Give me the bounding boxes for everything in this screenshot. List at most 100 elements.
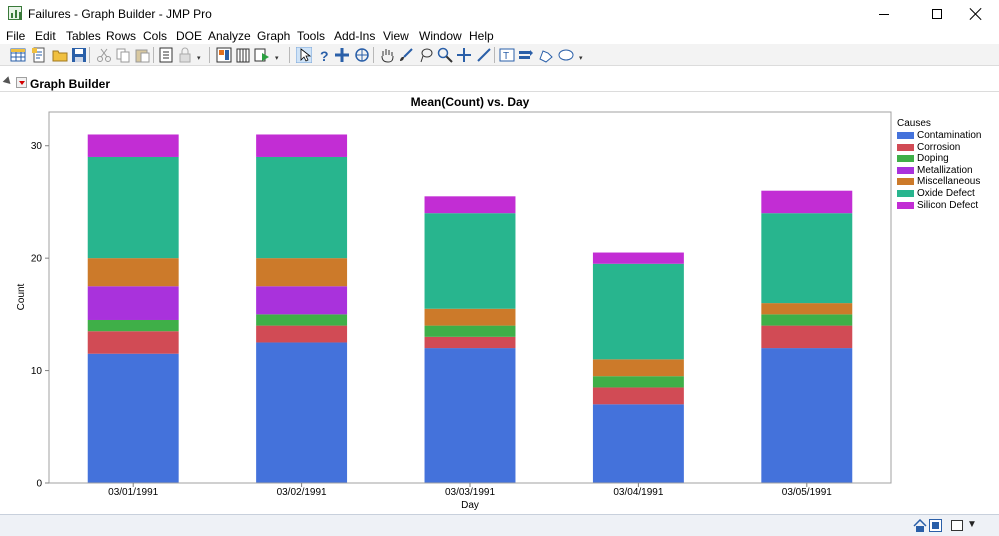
bar-segment[interactable] (87, 331, 179, 354)
journal-icon[interactable] (158, 47, 174, 63)
menu-edit[interactable]: Edit (35, 29, 56, 43)
bar-segment[interactable] (424, 308, 516, 326)
legend-item[interactable]: Doping (897, 153, 981, 165)
chart-title: Mean(Count) vs. Day (410, 95, 530, 109)
bar-segment[interactable] (761, 348, 853, 483)
bar-segment[interactable] (592, 376, 684, 388)
menu-cols[interactable]: Cols (143, 29, 168, 43)
save-icon[interactable] (71, 47, 87, 63)
menu-tools[interactable]: Tools (297, 29, 326, 43)
bar-segment[interactable] (424, 336, 516, 349)
cut-icon[interactable] (96, 47, 112, 63)
menu-rows[interactable]: Rows (106, 29, 137, 43)
menu-window[interactable]: Window (419, 29, 462, 43)
legend-swatch (897, 155, 914, 163)
minimize-icon (879, 13, 889, 15)
menu-add-ins[interactable]: Add-Ins (334, 29, 376, 43)
bar-segment[interactable] (592, 252, 684, 264)
new-data-table-icon[interactable] (10, 47, 26, 63)
toolbar-separator (209, 47, 210, 63)
menu-file[interactable]: File (6, 29, 26, 43)
bar-segment[interactable] (87, 258, 179, 287)
bar-segment[interactable] (761, 303, 853, 315)
maximize-button[interactable] (914, 0, 960, 28)
bar-segment[interactable] (256, 286, 348, 315)
menu-help[interactable]: Help (469, 29, 494, 43)
magnifier-tool-icon[interactable] (437, 47, 453, 63)
crosshair-tool-icon[interactable] (456, 47, 472, 63)
bar-segment[interactable] (761, 325, 853, 349)
bar-segment[interactable] (87, 286, 179, 320)
copy-icon[interactable] (115, 47, 131, 63)
legend-item[interactable]: Miscellaneous (897, 176, 981, 188)
data-view-icon[interactable] (235, 47, 251, 63)
arrow-tool-icon[interactable] (296, 47, 312, 63)
menu-graph[interactable]: Graph (257, 29, 291, 43)
legend-item[interactable]: Contamination (897, 130, 981, 142)
legend-swatch (897, 178, 914, 186)
lasso-tool-icon[interactable] (418, 47, 434, 63)
grabber-tool-icon[interactable] (379, 47, 395, 63)
ellipse-tool-icon[interactable] (558, 47, 574, 63)
red-triangle-menu-icon[interactable] (16, 77, 27, 88)
bar-segment[interactable] (256, 134, 348, 157)
lock-icon[interactable] (177, 47, 193, 63)
window-title: Failures - Graph Builder - JMP Pro (28, 7, 212, 21)
selection-tool-icon[interactable] (334, 47, 350, 63)
new-script-icon[interactable] (31, 47, 47, 63)
minimize-button[interactable] (861, 0, 907, 28)
legend-item[interactable]: Metallization (897, 165, 981, 177)
line-tool-icon[interactable] (476, 47, 492, 63)
legend-swatch (897, 143, 914, 151)
brush-tool-icon[interactable] (398, 47, 414, 63)
legend-swatch (897, 201, 914, 209)
bar-segment[interactable] (592, 404, 684, 483)
home-window-icon[interactable] (913, 519, 927, 532)
bar-segment[interactable] (761, 190, 853, 214)
status-dropdown-icon[interactable]: ▼ (967, 519, 977, 530)
menu-view[interactable]: View (383, 29, 409, 43)
legend-item[interactable]: Oxide Defect (897, 188, 981, 200)
bar-segment[interactable] (761, 213, 853, 304)
toolbar-dropdown-icon[interactable]: ▾ (197, 55, 201, 62)
bar-segment[interactable] (256, 156, 348, 259)
legend-item[interactable]: Corrosion (897, 142, 981, 154)
annotate-tool-icon[interactable]: T (499, 47, 515, 63)
window-list-icon[interactable] (929, 519, 942, 532)
menu-analyze[interactable]: Analyze (208, 29, 251, 43)
paste-icon[interactable] (134, 47, 150, 63)
polygon-tool-icon[interactable] (518, 47, 534, 63)
legend-label: Doping (917, 153, 949, 165)
layout-icon[interactable] (216, 47, 232, 63)
bar-segment[interactable] (87, 319, 179, 332)
menu-tables[interactable]: Tables (66, 29, 101, 43)
report-window-toggle[interactable] (951, 520, 963, 531)
legend-item[interactable]: Silicon Defect (897, 200, 981, 212)
bar-segment[interactable] (87, 134, 179, 157)
scroller-tool-icon[interactable] (354, 47, 370, 63)
bar-segment[interactable] (256, 258, 348, 287)
bar-segment[interactable] (761, 314, 853, 326)
bar-segment[interactable] (87, 353, 179, 483)
open-icon[interactable] (52, 47, 68, 63)
bar-segment[interactable] (424, 348, 516, 483)
bar-segment[interactable] (256, 342, 348, 483)
menu-doe[interactable]: DOE (176, 29, 203, 43)
simple-shape-tool-icon[interactable] (538, 47, 554, 63)
run-script-icon[interactable] (254, 47, 270, 63)
bar-segment[interactable] (424, 213, 516, 309)
legend-label: Silicon Defect (917, 199, 979, 211)
legend-label: Metallization (917, 164, 973, 176)
bar-segment[interactable] (592, 359, 684, 377)
help-tool-icon[interactable]: ? (316, 47, 332, 63)
bar-segment[interactable] (424, 325, 516, 337)
bar-segment[interactable] (87, 156, 179, 259)
toolbar-dropdown-icon[interactable]: ▾ (275, 55, 279, 62)
bar-segment[interactable] (424, 196, 516, 214)
bar-segment[interactable] (256, 325, 348, 343)
bar-segment[interactable] (256, 314, 348, 326)
toolbar-dropdown-icon[interactable]: ▾ (579, 55, 583, 62)
x-tick-label: 03/03/1991 (445, 487, 495, 498)
bar-segment[interactable] (592, 263, 684, 360)
bar-segment[interactable] (592, 387, 684, 405)
